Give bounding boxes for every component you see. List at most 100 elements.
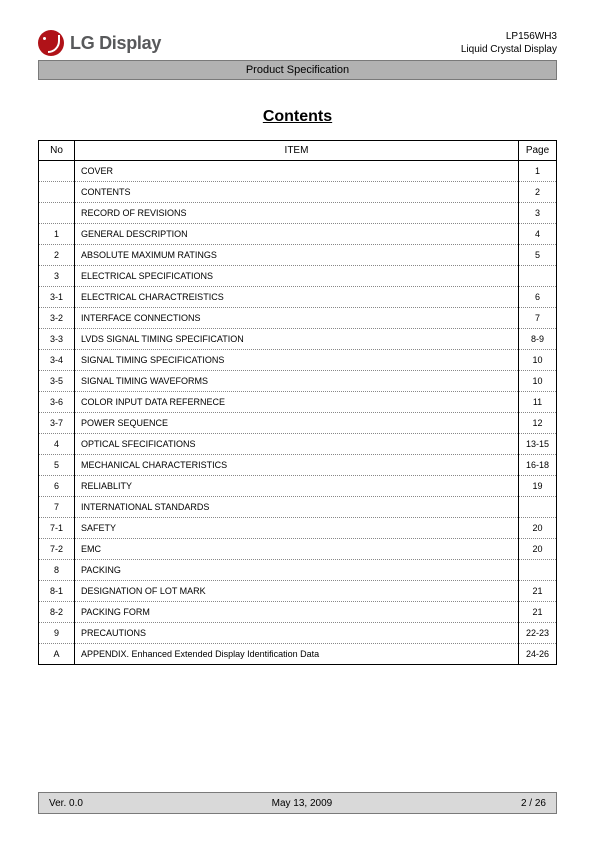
header: LG Display LP156WH3 Liquid Crystal Displ… [38,30,557,56]
cell-page: 16-18 [519,455,557,476]
cell-no: 1 [39,224,75,245]
cell-page: 24-26 [519,644,557,665]
table-row: 8PACKING [39,560,557,581]
logo: LG Display [38,30,161,56]
spec-bar-label: Product Specification [246,64,349,76]
cell-item: LVDS SIGNAL TIMING SPECIFICATION [75,329,519,350]
table-row: CONTENTS2 [39,182,557,203]
cell-item: SIGNAL TIMING SPECIFICATIONS [75,350,519,371]
cell-page: 8-9 [519,329,557,350]
cell-no: 3-7 [39,413,75,434]
footer-page: 2 / 26 [521,798,546,809]
cell-page: 12 [519,413,557,434]
table-row: 8-1DESIGNATION OF LOT MARK21 [39,581,557,602]
cell-page: 20 [519,539,557,560]
table-row: 7-2EMC20 [39,539,557,560]
cell-no: 3-3 [39,329,75,350]
cell-item: INTERNATIONAL STANDARDS [75,497,519,518]
cell-no [39,161,75,182]
table-row: 5MECHANICAL CHARACTERISTICS16-18 [39,455,557,476]
table-row: 2ABSOLUTE MAXIMUM RATINGS5 [39,245,557,266]
cell-page: 10 [519,350,557,371]
product-type: Liquid Crystal Display [461,43,557,56]
cell-no: 8 [39,560,75,581]
cell-item: GENERAL DESCRIPTION [75,224,519,245]
cell-page: 22-23 [519,623,557,644]
cell-item: EMC [75,539,519,560]
footer: Ver. 0.0 May 13, 2009 2 / 26 [38,792,557,814]
table-row: 3-5SIGNAL TIMING WAVEFORMS10 [39,371,557,392]
cell-item: MECHANICAL CHARACTERISTICS [75,455,519,476]
cell-page [519,560,557,581]
table-row: 1GENERAL DESCRIPTION4 [39,224,557,245]
cell-item: COLOR INPUT DATA REFERNECE [75,392,519,413]
cell-item: PACKING FORM [75,602,519,623]
table-row: 3-2INTERFACE CONNECTIONS7 [39,308,557,329]
cell-item: COVER [75,161,519,182]
spec-bar: Product Specification [38,60,557,80]
cell-item: OPTICAL SFECIFICATIONS [75,434,519,455]
cell-page: 19 [519,476,557,497]
cell-item: RELIABLITY [75,476,519,497]
cell-page: 4 [519,224,557,245]
table-row: COVER1 [39,161,557,182]
cell-item: ELECTRICAL CHARACTREISTICS [75,287,519,308]
toc-header-row: No ITEM Page [39,141,557,161]
table-row: 7INTERNATIONAL STANDARDS [39,497,557,518]
cell-no [39,182,75,203]
toc-table: No ITEM Page COVER1CONTENTS2RECORD OF RE… [38,140,557,665]
table-row: 3-4SIGNAL TIMING SPECIFICATIONS10 [39,350,557,371]
footer-version: Ver. 0.0 [49,798,83,809]
cell-no: 4 [39,434,75,455]
cell-no: 7-2 [39,539,75,560]
cell-page: 6 [519,287,557,308]
logo-text: LG Display [70,33,161,54]
col-no-header: No [39,141,75,161]
table-row: 8-2PACKING FORM21 [39,602,557,623]
col-item-header: ITEM [75,141,519,161]
table-row: 3-6COLOR INPUT DATA REFERNECE11 [39,392,557,413]
cell-no: 3-5 [39,371,75,392]
cell-page: 13-15 [519,434,557,455]
cell-no: 6 [39,476,75,497]
cell-no: 2 [39,245,75,266]
cell-item: INTERFACE CONNECTIONS [75,308,519,329]
cell-no [39,203,75,224]
cell-page: 21 [519,602,557,623]
table-row: AAPPENDIX. Enhanced Extended Display Ide… [39,644,557,665]
cell-no: 3-6 [39,392,75,413]
table-row: 6RELIABLITY19 [39,476,557,497]
cell-item: DESIGNATION OF LOT MARK [75,581,519,602]
cell-item: PACKING [75,560,519,581]
cell-page [519,497,557,518]
table-row: RECORD OF REVISIONS3 [39,203,557,224]
cell-no: 8-1 [39,581,75,602]
cell-page: 7 [519,308,557,329]
cell-item: PRECAUTIONS [75,623,519,644]
table-row: 3-3LVDS SIGNAL TIMING SPECIFICATION8-9 [39,329,557,350]
header-right: LP156WH3 Liquid Crystal Display [461,30,557,56]
cell-item: RECORD OF REVISIONS [75,203,519,224]
cell-no: 3 [39,266,75,287]
cell-page: 11 [519,392,557,413]
table-row: 3ELECTRICAL SPECIFICATIONS [39,266,557,287]
table-row: 3-1ELECTRICAL CHARACTREISTICS6 [39,287,557,308]
cell-item: SIGNAL TIMING WAVEFORMS [75,371,519,392]
cell-page: 2 [519,182,557,203]
contents-title: Contents [38,108,557,126]
col-page-header: Page [519,141,557,161]
cell-no: 9 [39,623,75,644]
cell-page: 3 [519,203,557,224]
cell-no: 3-2 [39,308,75,329]
cell-no: 7-1 [39,518,75,539]
cell-item: ABSOLUTE MAXIMUM RATINGS [75,245,519,266]
cell-no: 7 [39,497,75,518]
cell-page: 20 [519,518,557,539]
model-number: LP156WH3 [461,30,557,43]
cell-page: 21 [519,581,557,602]
cell-no: 3-1 [39,287,75,308]
cell-no: 5 [39,455,75,476]
footer-date: May 13, 2009 [83,798,521,809]
cell-page: 5 [519,245,557,266]
cell-item: SAFETY [75,518,519,539]
